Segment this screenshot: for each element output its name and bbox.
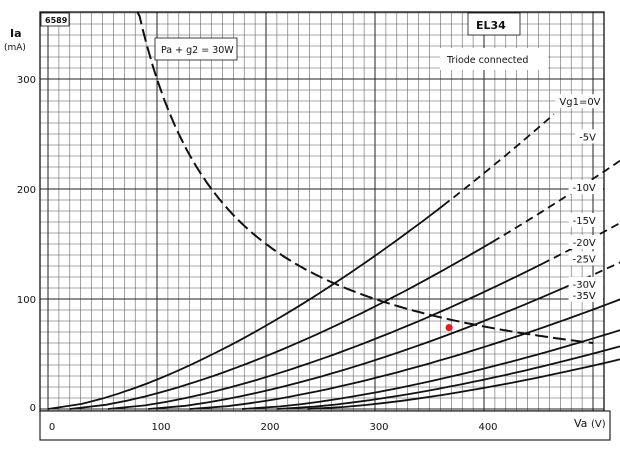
curve-solid	[307, 358, 620, 410]
power-limit-label: Pa + g2 = 30W	[161, 45, 234, 56]
curve-labels: Vg1=0V -5V -10V -15V -20V -25V -30V-35V	[555, 94, 603, 302]
x-tick-label: 400	[478, 422, 497, 433]
y-axis-unit: (mA)	[4, 43, 26, 53]
curve-label: -15V	[573, 216, 596, 227]
y-tick-label: 0	[30, 403, 36, 414]
curve-solid	[276, 345, 620, 410]
curve-label: -20V	[573, 238, 596, 249]
curve-solid	[189, 298, 620, 410]
figure-id: 6589	[45, 16, 68, 25]
figure-id-box	[40, 12, 70, 27]
x-tick-label: 200	[260, 422, 279, 433]
x-axis-unit: (V)	[591, 419, 606, 430]
tube-title-box	[467, 12, 521, 36]
power-limit-curve	[136, 11, 594, 344]
curve-label: -10V	[573, 183, 596, 194]
axis-tick-labels: 0 100 200 300 400 0 100 200 300	[17, 75, 498, 433]
curve-dashed	[442, 113, 555, 207]
y-axis-label: Ia	[10, 27, 22, 40]
major-grid	[40, 12, 604, 411]
curve-label-bg	[568, 287, 603, 302]
curve-dashed	[492, 159, 620, 243]
curve-label-bg	[555, 94, 603, 109]
curve-label: -35V	[573, 291, 596, 302]
connection-note: Triode connected	[446, 55, 528, 66]
curve-label-bg	[568, 276, 603, 291]
curve-label-bg	[568, 251, 603, 266]
curve-label-bg	[568, 180, 603, 194]
curve-dashed	[582, 261, 620, 281]
curve-dashed	[541, 222, 620, 265]
operating-point-marker	[445, 324, 453, 332]
x-tick-label: 300	[369, 422, 388, 433]
connection-note-box	[440, 48, 548, 70]
y-tick-label: 200	[17, 185, 36, 196]
curve-solid	[148, 278, 584, 410]
curve-solid	[107, 262, 543, 410]
characteristic-curves	[47, 113, 620, 410]
x-tick-label: 100	[151, 422, 170, 433]
curve-label: -30V	[573, 280, 596, 291]
curve-label-bg	[568, 213, 603, 227]
curve-label: -5V	[579, 132, 596, 143]
y-tick-label: 100	[17, 295, 36, 306]
y-tick-label: 300	[17, 75, 36, 86]
curve-solid	[47, 204, 444, 410]
curve-solid	[69, 241, 494, 410]
power-dissipation-curve	[136, 11, 594, 344]
curve-label: Vg1=0V	[559, 97, 600, 108]
curve-label: -25V	[573, 255, 596, 266]
x-tick-label: 0	[49, 422, 55, 433]
curve-label-bg	[575, 129, 603, 144]
x-axis-label-strip	[39, 410, 611, 441]
tube-title: EL34	[476, 19, 506, 32]
power-limit-label-box	[154, 37, 238, 61]
curve-label-bg	[568, 235, 603, 249]
curve-solid	[241, 329, 620, 410]
x-axis-label: Va	[574, 417, 587, 430]
